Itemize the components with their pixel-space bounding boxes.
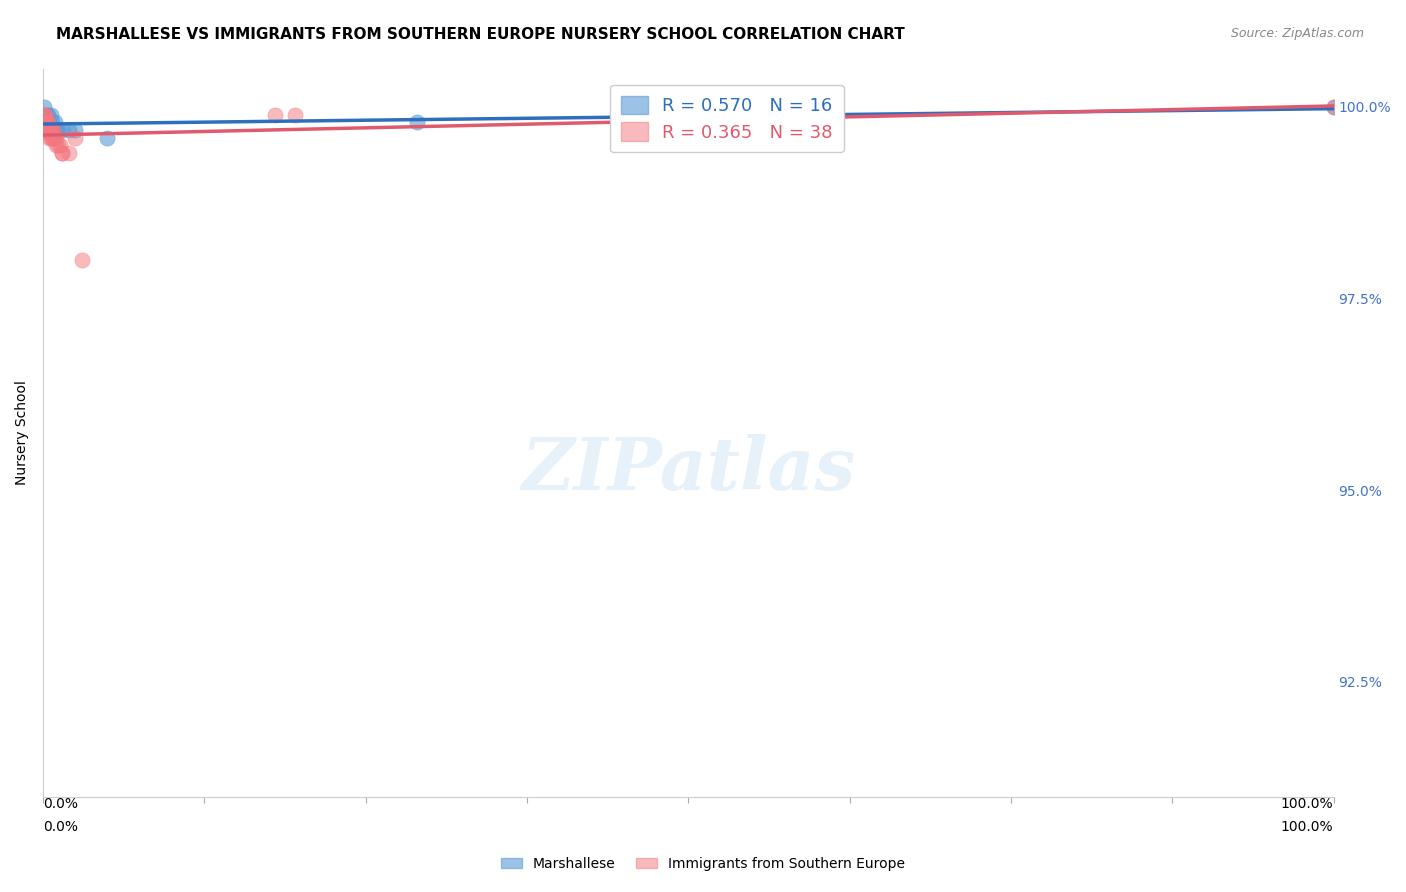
Point xyxy=(39,130,62,145)
Point xyxy=(284,107,307,121)
Point xyxy=(45,138,67,153)
Point xyxy=(58,145,80,160)
Point xyxy=(34,123,56,137)
Point xyxy=(264,107,287,121)
Point xyxy=(39,123,62,137)
Point xyxy=(39,123,62,137)
Point xyxy=(63,123,86,137)
Point xyxy=(34,123,56,137)
Point xyxy=(34,115,56,129)
Point xyxy=(41,115,63,129)
Point xyxy=(32,100,55,114)
Point xyxy=(45,123,67,137)
Point xyxy=(35,123,58,137)
Point xyxy=(32,115,55,129)
Legend: Marshallese, Immigrants from Southern Europe: Marshallese, Immigrants from Southern Eu… xyxy=(495,851,911,876)
Point xyxy=(35,115,58,129)
Point xyxy=(34,107,56,121)
Point xyxy=(32,107,55,121)
Point xyxy=(1322,100,1344,114)
Point xyxy=(48,138,70,153)
Point xyxy=(38,123,60,137)
Text: 0.0%: 0.0% xyxy=(44,797,77,811)
Point xyxy=(44,130,66,145)
Point xyxy=(35,107,58,121)
Text: ZIPatlas: ZIPatlas xyxy=(522,434,855,505)
Point xyxy=(39,107,62,121)
Point xyxy=(48,123,70,137)
Text: MARSHALLESE VS IMMIGRANTS FROM SOUTHERN EUROPE NURSERY SCHOOL CORRELATION CHART: MARSHALLESE VS IMMIGRANTS FROM SOUTHERN … xyxy=(56,27,905,42)
Point xyxy=(70,253,93,268)
Legend: R = 0.570   N = 16, R = 0.365   N = 38: R = 0.570 N = 16, R = 0.365 N = 38 xyxy=(610,85,844,153)
Text: 100.0%: 100.0% xyxy=(1281,820,1333,834)
Point xyxy=(48,138,70,153)
Point xyxy=(51,145,73,160)
Point xyxy=(32,115,55,129)
Point xyxy=(42,123,65,137)
Point xyxy=(51,145,73,160)
Point xyxy=(406,115,429,129)
Text: 0.0%: 0.0% xyxy=(44,820,77,834)
Point xyxy=(41,123,63,137)
Point xyxy=(38,115,60,129)
Point xyxy=(37,123,59,137)
Point xyxy=(63,130,86,145)
Point xyxy=(35,123,58,137)
Point xyxy=(42,130,65,145)
Point xyxy=(41,130,63,145)
Point xyxy=(1322,100,1344,114)
Point xyxy=(32,123,55,137)
Point xyxy=(44,115,66,129)
Point xyxy=(32,107,55,121)
Text: 100.0%: 100.0% xyxy=(1281,797,1333,811)
Point xyxy=(32,123,55,137)
Point xyxy=(37,107,59,121)
Point xyxy=(51,123,73,137)
Point xyxy=(96,130,118,145)
Y-axis label: Nursery School: Nursery School xyxy=(15,380,30,485)
Point xyxy=(58,123,80,137)
Point xyxy=(45,130,67,145)
Point xyxy=(32,115,55,129)
Point xyxy=(42,123,65,137)
Text: Source: ZipAtlas.com: Source: ZipAtlas.com xyxy=(1230,27,1364,40)
Point xyxy=(37,115,59,129)
Point xyxy=(38,130,60,145)
